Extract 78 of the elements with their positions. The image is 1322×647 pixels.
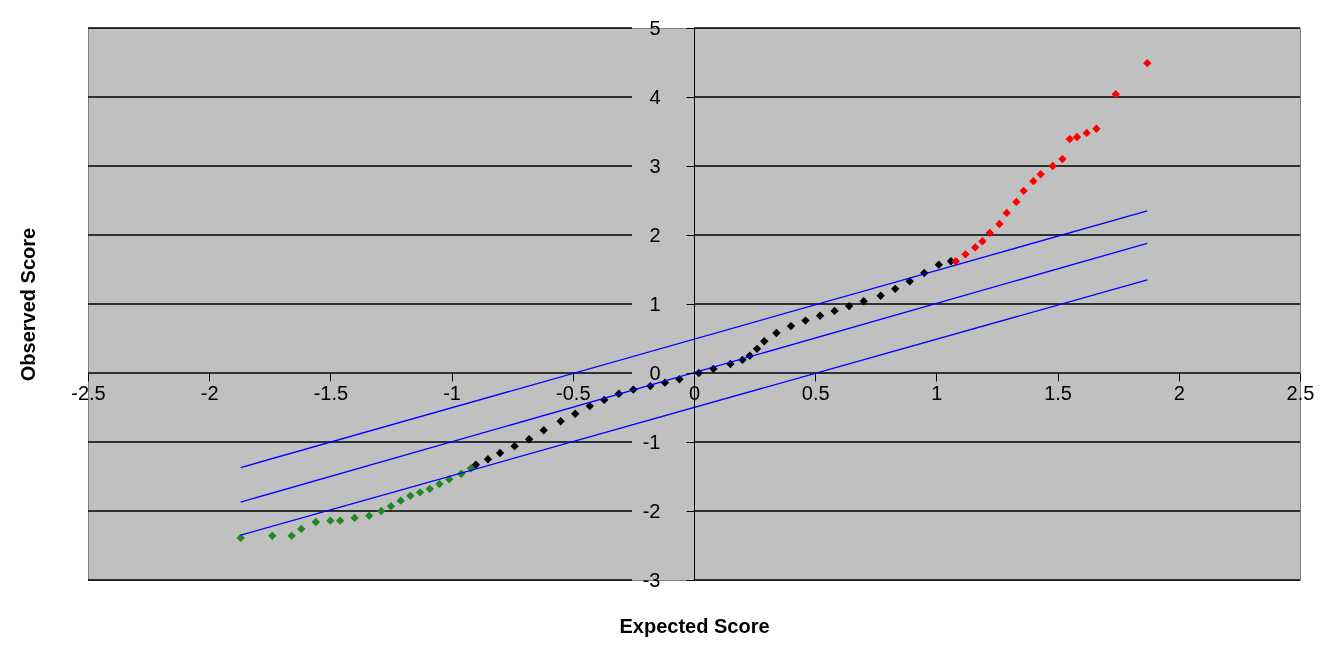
point (435, 479, 444, 489)
point (985, 228, 994, 238)
x-tick-label: -0.5 (556, 381, 591, 404)
point (571, 409, 580, 418)
point (510, 441, 519, 451)
point (1058, 154, 1067, 164)
point (444, 475, 454, 484)
point (415, 488, 425, 497)
point (859, 297, 868, 306)
point (905, 277, 914, 286)
point (1029, 177, 1038, 186)
x-tick-label: 1.5 (1044, 381, 1073, 404)
point (326, 516, 335, 525)
point (539, 426, 548, 435)
y-axis-title: Observed Score (16, 227, 39, 382)
point (934, 260, 944, 269)
point (801, 316, 810, 325)
point (961, 250, 970, 259)
point (1092, 124, 1101, 133)
y-tick-label: 1 (649, 292, 661, 315)
point (760, 337, 769, 346)
point (844, 301, 854, 311)
x-tick-label: -1 (443, 381, 461, 404)
point (772, 328, 781, 338)
point (585, 401, 594, 411)
point (311, 517, 321, 527)
point (297, 524, 306, 534)
point (524, 435, 534, 444)
x-tick-label: 0.5 (801, 381, 830, 404)
point (406, 491, 415, 500)
point (287, 531, 296, 541)
y-tick-label: 3 (649, 154, 661, 177)
x-tick-label: 1 (931, 381, 943, 404)
point (876, 291, 885, 300)
point (268, 531, 277, 541)
point (495, 448, 505, 458)
point (365, 511, 374, 521)
point (1072, 132, 1082, 142)
point (386, 501, 396, 511)
point (891, 284, 900, 293)
y-tick-label: 5 (649, 16, 661, 39)
x-tick-label: 2 (1173, 381, 1185, 404)
y-tick-label: -2 (642, 499, 661, 522)
point (1002, 208, 1011, 218)
point (377, 506, 386, 516)
y-tick-label: -1 (642, 430, 661, 453)
point (786, 321, 796, 331)
point (350, 513, 359, 523)
point (830, 306, 839, 316)
point (995, 219, 1004, 229)
point (1082, 128, 1091, 138)
point (425, 484, 434, 494)
point (971, 243, 980, 252)
point (1036, 170, 1045, 179)
point (335, 516, 345, 525)
y-tick-label: -3 (642, 568, 661, 591)
y-tick-label: 0 (649, 361, 661, 384)
point (1065, 134, 1074, 144)
point (1048, 161, 1057, 171)
x-tick-label: -2 (200, 381, 219, 404)
point (752, 344, 762, 354)
point (556, 417, 565, 426)
x-tick-label: -1.5 (313, 381, 349, 404)
point (1012, 197, 1021, 207)
point (951, 257, 960, 266)
point (1019, 186, 1028, 196)
point (1111, 90, 1120, 99)
x-tick-label: 2.5 (1286, 381, 1315, 404)
y-tick-label: 4 (649, 85, 661, 108)
y-tick-label: 2 (649, 223, 661, 246)
point (483, 455, 493, 464)
point (978, 237, 987, 246)
point (396, 496, 405, 505)
point (1143, 59, 1152, 68)
x-tick-label: -2.5 (71, 381, 106, 404)
point (471, 460, 481, 469)
point (815, 311, 825, 320)
x-axis-title: Expected Score (619, 614, 770, 637)
